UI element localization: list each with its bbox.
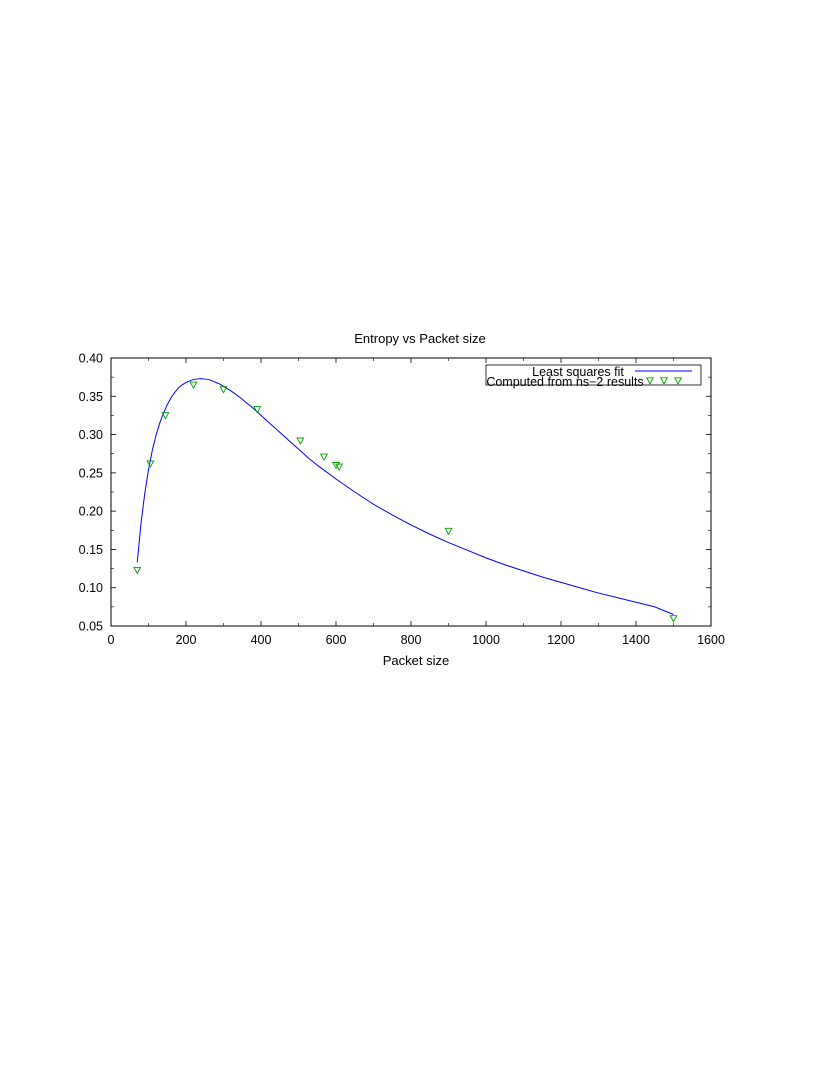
y-tick-label: 0.40 (79, 352, 103, 366)
y-tick-label: 0.35 (79, 390, 103, 404)
data-point (253, 406, 262, 414)
data-point (146, 460, 155, 468)
data-point (444, 527, 453, 536)
x-tick-label: 200 (176, 633, 197, 647)
x-axis-label: Packet size (383, 653, 449, 668)
x-tick-label: 600 (326, 633, 347, 647)
data-point (319, 453, 329, 462)
legend-box (485, 364, 702, 386)
x-tick-label: 1000 (472, 633, 500, 647)
data-point (189, 381, 198, 390)
legend-label-fit: Least squares fit (532, 365, 624, 379)
data-point (296, 437, 305, 445)
y-tick-label: 0.25 (79, 466, 103, 480)
data-point (669, 615, 678, 623)
x-tick-label: 0 (108, 633, 115, 647)
scatter-series-computed-results (133, 381, 678, 623)
legend-marker-swatch (645, 377, 683, 385)
y-tick-label: 0.10 (79, 581, 103, 595)
data-point (331, 462, 341, 470)
chart-title: Entropy vs Packet size (354, 331, 486, 346)
x-axis: 0 200 400 600 800 1000 1200 1400 1600 (108, 358, 725, 647)
y-tick-label: 0.05 (79, 620, 103, 634)
legend-marker (659, 377, 669, 385)
y-axis: 0.05 0.10 0.15 0.20 0.25 0.30 0.35 0.40 (79, 352, 711, 634)
data-point (219, 386, 228, 394)
x-tick-label: 1600 (697, 633, 725, 647)
y-tick-label: 0.15 (79, 543, 103, 557)
x-tick-label: 800 (401, 633, 422, 647)
y-tick-label: 0.30 (79, 428, 103, 442)
data-point (161, 412, 170, 420)
plot-frame (110, 357, 712, 627)
data-point (334, 463, 344, 471)
x-tick-label: 1400 (622, 633, 650, 647)
legend: Least squares fit Computed from ns−2 res… (485, 364, 702, 389)
legend-marker (645, 377, 655, 385)
y-tick-label: 0.20 (79, 505, 103, 519)
data-point (133, 566, 142, 575)
legend-marker (673, 377, 683, 385)
x-tick-label: 400 (251, 633, 272, 647)
series-line-least-squares-fit (136, 378, 674, 615)
legend-label-computed: Computed from ns−2 results (486, 375, 643, 389)
x-tick-label: 1200 (547, 633, 575, 647)
